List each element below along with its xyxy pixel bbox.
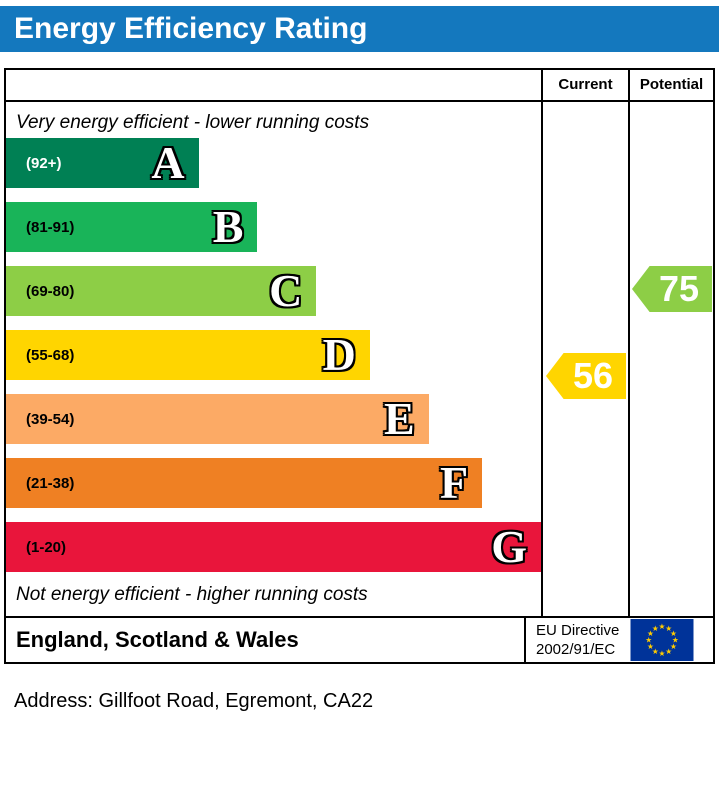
bottom-caption: Not energy efficient - higher running co… (16, 584, 368, 605)
band-bar-a: (92+) A (6, 138, 199, 188)
svg-text:★: ★ (652, 624, 659, 633)
svg-text:★: ★ (659, 622, 666, 631)
band-letter: B (212, 201, 244, 252)
band-row-g: (1-20) G (6, 522, 541, 586)
band-letter: C (269, 265, 303, 316)
band-row-b: (81-91) B (6, 202, 541, 266)
svg-text:★: ★ (666, 624, 673, 633)
svg-text:★: ★ (652, 647, 659, 656)
top-caption: Very energy efficient - lower running co… (16, 112, 370, 133)
page-title-bar: Energy Efficiency Rating (0, 6, 719, 52)
band-letter: A (151, 137, 185, 188)
address-line: Address: Gillfoot Road, Egremont, CA22 (14, 690, 374, 712)
column-header-current: Current (558, 76, 613, 93)
eu-directive-text: EU Directive 2002/91/EC (536, 621, 619, 659)
svg-text:★: ★ (670, 629, 677, 638)
epc-page: Energy Efficiency Rating Current Potenti… (0, 6, 719, 713)
band-row-d: (55-68) D (6, 330, 541, 394)
band-letter: F (440, 457, 469, 508)
band-bar-g: (1-20) G (6, 522, 541, 572)
svg-text:★: ★ (646, 636, 653, 645)
eu-directive-section: EU Directive 2002/91/EC ★ ★ ★ ★ ★ ★ ★ ★ ★ ★ ★ ★ (524, 618, 713, 662)
current-rating-value: 56 (572, 355, 614, 396)
chart-header-row: Current Potential (6, 70, 713, 102)
band-range-label: (1-20) (26, 538, 67, 556)
svg-text:★: ★ (659, 649, 666, 658)
page-title: Energy Efficiency Rating (14, 12, 368, 45)
bands-container: (92+) A (81-91) B (69-80) C (55-68) D (39-54) E (2… (6, 138, 541, 586)
band-range-label: (21-38) (26, 474, 75, 492)
potential-rating-marker: 75 (632, 266, 712, 312)
svg-text:★: ★ (670, 642, 677, 651)
energy-rating-box: Current Potential Very energy efficient … (4, 68, 715, 664)
svg-text:★: ★ (672, 636, 679, 645)
band-range-label: (81-91) (26, 218, 75, 236)
column-divider-potential (628, 70, 630, 616)
band-letter: D (322, 329, 356, 380)
current-rating-marker: 56 (546, 353, 626, 399)
band-bar-f: (21-38) F (6, 457, 483, 508)
eu-flag-icon: ★ ★ ★ ★ ★ ★ ★ ★ ★ ★ ★ ★ (629, 619, 695, 661)
band-bar-d: (55-68) D (6, 330, 370, 380)
eu-directive-line1: EU Directive (536, 622, 620, 639)
band-row-c: (69-80) C (6, 266, 541, 330)
band-bar-b: (81-91) B (6, 201, 258, 252)
potential-rating-value: 75 (658, 268, 700, 309)
band-range-label: (55-68) (26, 346, 75, 364)
band-range-label: (69-80) (26, 282, 75, 300)
column-divider-current (541, 70, 543, 616)
eu-directive-line2: 2002/91/EC (536, 641, 616, 658)
svg-text:★: ★ (647, 642, 654, 651)
region-label: England, Scotland & Wales (16, 627, 299, 652)
band-letter: E (383, 393, 415, 444)
svg-text:★: ★ (647, 629, 654, 638)
band-range-label: (92+) (26, 154, 62, 172)
band-bar-c: (69-80) C (6, 265, 317, 316)
band-row-e: (39-54) E (6, 394, 541, 458)
band-bar-e: (39-54) E (6, 394, 429, 444)
chart-footer: England, Scotland & Wales EU Directive 2… (6, 618, 713, 662)
column-header-potential: Potential (639, 76, 704, 93)
svg-text:★: ★ (666, 647, 673, 656)
band-letter: G (491, 521, 527, 572)
band-row-a: (92+) A (6, 138, 541, 202)
energy-rating-chart: Current Potential Very energy efficient … (6, 70, 713, 618)
band-row-f: (21-38) F (6, 458, 541, 522)
band-range-label: (39-54) (26, 410, 75, 428)
